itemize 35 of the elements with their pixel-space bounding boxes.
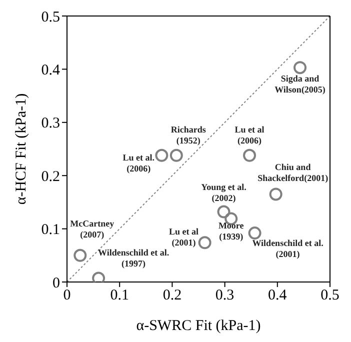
y-tick-label: 0.1 bbox=[41, 222, 60, 238]
annotation: McCartney (2007) bbox=[70, 218, 115, 240]
x-tick-label: 0 bbox=[63, 288, 71, 304]
x-tick-label: 0.1 bbox=[110, 288, 129, 304]
annotation: Lu et al (2001) bbox=[169, 226, 200, 248]
y-axis-title: α-HCF Fit (kPa-1) bbox=[13, 93, 30, 205]
point bbox=[170, 148, 183, 162]
annotation: Lu et al. (2006) bbox=[122, 152, 155, 174]
point bbox=[198, 236, 212, 250]
x-tick-label: 0.4 bbox=[268, 288, 288, 304]
point bbox=[92, 272, 106, 282]
annotation: Wildenschild et al. (2001) bbox=[252, 238, 324, 260]
annotation: Sigda and Wilson(2005) bbox=[274, 74, 326, 95]
y-tick-label: 0.4 bbox=[41, 62, 60, 79]
annotation: Richards (1952) bbox=[170, 124, 206, 146]
y-tick-label: 0.3 bbox=[41, 116, 60, 132]
y-tick-label: 0.5 bbox=[41, 9, 60, 26]
annotation: Chiu and Shackelford(2001) bbox=[258, 162, 328, 184]
annotation: Lu et al (2006) bbox=[234, 124, 265, 146]
point bbox=[74, 248, 87, 262]
point bbox=[269, 188, 282, 201]
x-tick-label: 0.5 bbox=[320, 288, 340, 304]
annotation: Moore (1939) bbox=[218, 220, 244, 242]
point bbox=[155, 148, 168, 162]
point bbox=[217, 205, 230, 218]
annotation: Young et al. (2002) bbox=[201, 182, 246, 203]
point bbox=[294, 61, 307, 74]
annotation: Wildenschild et al. (1997) bbox=[98, 247, 170, 268]
x-axis-title: α-SWRC Fit (kPa-1) bbox=[136, 318, 261, 334]
y-tick-label: 0.2 bbox=[41, 168, 60, 185]
x-tick-label: 0.2 bbox=[162, 288, 182, 304]
x-tick-label: 0.3 bbox=[215, 288, 234, 304]
y-tick-label: 0 bbox=[52, 275, 60, 292]
point bbox=[248, 226, 262, 240]
point bbox=[243, 148, 256, 162]
